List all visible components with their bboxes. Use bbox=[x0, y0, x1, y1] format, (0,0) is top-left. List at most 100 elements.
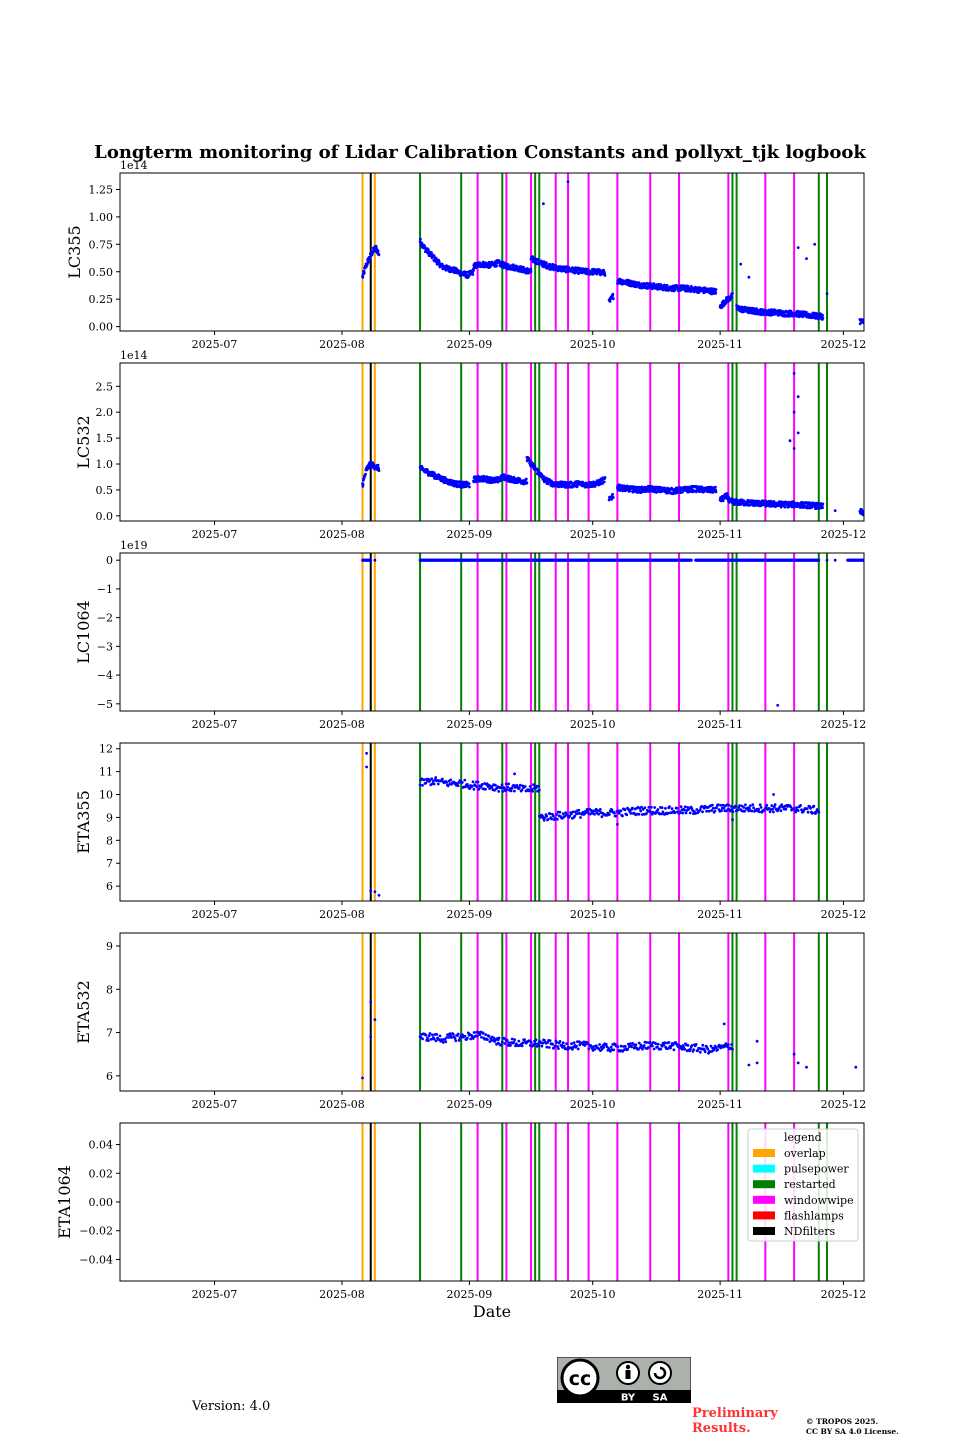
data-point bbox=[441, 777, 444, 781]
data-point bbox=[721, 803, 725, 807]
data-point bbox=[666, 811, 670, 815]
x-tick-label: 2025-09 bbox=[447, 908, 493, 921]
data-point bbox=[637, 281, 641, 284]
data-point bbox=[805, 807, 809, 810]
data-point bbox=[821, 314, 824, 317]
data-point bbox=[444, 1040, 448, 1044]
data-point bbox=[361, 483, 365, 486]
data-point bbox=[752, 806, 755, 810]
data-point bbox=[490, 785, 494, 788]
data-point bbox=[738, 804, 741, 807]
data-point bbox=[647, 805, 651, 809]
y-axis-label: LC532 bbox=[74, 415, 93, 468]
data-point bbox=[475, 785, 479, 789]
plot-area bbox=[361, 173, 864, 331]
data-point bbox=[377, 253, 381, 257]
data-point bbox=[805, 257, 808, 260]
data-point bbox=[426, 1036, 429, 1040]
y-axis-multiplier: 1e19 bbox=[120, 539, 148, 552]
y-tick-label: −1 bbox=[97, 583, 113, 596]
data-point bbox=[579, 816, 582, 819]
y-tick-label: 1.0 bbox=[96, 458, 114, 471]
data-point bbox=[510, 786, 514, 790]
data-point bbox=[653, 806, 657, 809]
data-point bbox=[772, 810, 775, 814]
y-axis-multiplier: 1e14 bbox=[120, 349, 148, 362]
data-point bbox=[598, 808, 602, 811]
data-point bbox=[509, 789, 513, 793]
x-tick-label: 2025-11 bbox=[697, 338, 743, 351]
data-point bbox=[508, 264, 512, 268]
data-point bbox=[664, 807, 667, 810]
data-point bbox=[449, 778, 453, 782]
data-point bbox=[503, 787, 506, 790]
y-tick-label: −4 bbox=[97, 669, 113, 682]
data-point bbox=[509, 475, 513, 479]
data-point bbox=[470, 784, 474, 788]
data-point bbox=[796, 395, 800, 399]
plot-area bbox=[361, 553, 864, 711]
data-point bbox=[635, 284, 639, 288]
data-point bbox=[471, 273, 475, 276]
data-point bbox=[507, 782, 510, 786]
data-point bbox=[764, 806, 768, 809]
y-tick-label: 0.75 bbox=[89, 238, 114, 251]
data-point bbox=[575, 269, 579, 273]
data-point bbox=[610, 808, 614, 811]
data-point bbox=[690, 806, 694, 810]
x-tick-label: 2025-10 bbox=[570, 718, 616, 731]
data-point bbox=[618, 483, 621, 487]
data-point bbox=[365, 751, 368, 755]
data-point bbox=[608, 300, 612, 303]
data-point bbox=[445, 781, 448, 784]
data-point bbox=[608, 813, 611, 816]
data-point bbox=[813, 242, 817, 246]
data-point bbox=[516, 265, 519, 268]
y-tick-label: 0.50 bbox=[89, 266, 114, 279]
y-tick-label: 0.0 bbox=[96, 510, 114, 523]
data-point bbox=[453, 1037, 457, 1040]
data-point bbox=[365, 263, 369, 266]
data-point bbox=[810, 811, 814, 815]
data-point bbox=[616, 822, 619, 826]
data-point bbox=[778, 805, 782, 808]
data-point bbox=[529, 270, 533, 274]
y-tick-label: 0 bbox=[106, 554, 113, 567]
x-tick-label: 2025-07 bbox=[192, 718, 238, 731]
data-point bbox=[776, 703, 780, 707]
data-point bbox=[558, 810, 562, 814]
data-point bbox=[523, 785, 527, 788]
data-point bbox=[528, 785, 532, 788]
data-point bbox=[660, 806, 664, 810]
data-point bbox=[419, 237, 422, 241]
figure-title: Longterm monitoring of Lidar Calibration… bbox=[94, 142, 866, 163]
data-point bbox=[556, 817, 559, 821]
x-tick-label: 2025-12 bbox=[821, 528, 867, 541]
data-point bbox=[441, 1041, 445, 1044]
data-point bbox=[784, 807, 788, 811]
data-point bbox=[377, 893, 381, 897]
data-point bbox=[460, 486, 464, 489]
data-point bbox=[683, 805, 687, 809]
plot-area bbox=[361, 933, 858, 1091]
data-point bbox=[500, 783, 504, 787]
data-point bbox=[589, 809, 593, 812]
data-point bbox=[619, 809, 623, 813]
data-point bbox=[742, 806, 746, 809]
data-point bbox=[573, 814, 577, 818]
y-tick-label: −2 bbox=[97, 612, 113, 625]
data-point bbox=[611, 297, 615, 301]
y-tick-label: 0.00 bbox=[89, 321, 114, 334]
data-point bbox=[420, 241, 424, 245]
data-point bbox=[362, 271, 366, 275]
x-tick-label: 2025-10 bbox=[570, 528, 616, 541]
data-point bbox=[792, 410, 796, 414]
data-point bbox=[833, 558, 837, 562]
data-point bbox=[600, 815, 604, 819]
x-tick-label: 2025-12 bbox=[821, 908, 867, 921]
data-point bbox=[566, 180, 570, 184]
data-point bbox=[747, 809, 751, 813]
data-point bbox=[714, 485, 717, 489]
data-point bbox=[367, 260, 370, 264]
